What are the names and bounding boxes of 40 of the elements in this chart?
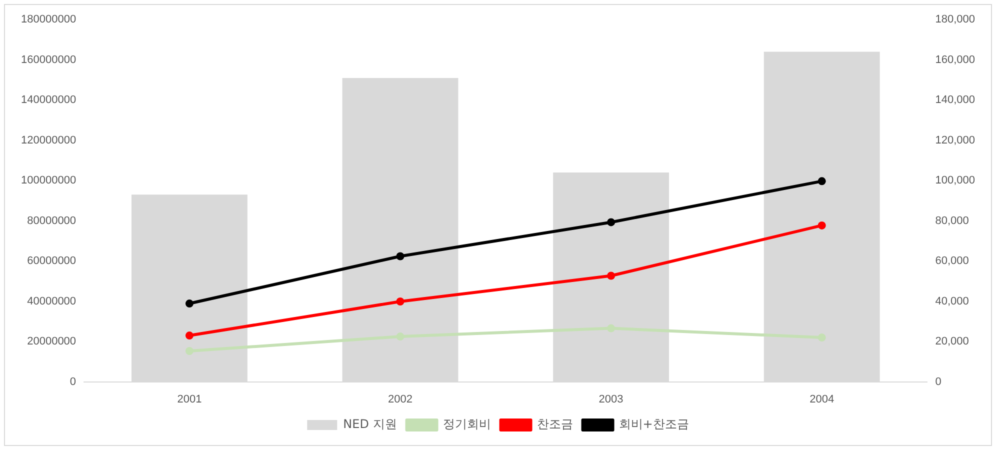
x-tick-label: 2002 <box>388 393 412 406</box>
x-tick-label: 2001 <box>177 393 202 406</box>
point <box>818 334 826 342</box>
y-tick-label: 100000000 <box>20 174 76 187</box>
y-tick-label: 40000000 <box>27 295 76 308</box>
legend-label: 회비+찬조금 <box>618 417 689 432</box>
point <box>818 221 826 230</box>
legend-label: 찬조금 <box>536 417 573 432</box>
point <box>396 332 404 341</box>
y-tick-label: 80000000 <box>27 214 76 227</box>
point <box>607 218 616 226</box>
y2-tick-label: 20,000 <box>935 336 969 348</box>
y2-tick-label: 40,000 <box>935 295 969 308</box>
y-tick-label: 60000000 <box>27 255 76 268</box>
point <box>185 332 194 340</box>
legend-label: NED 지원 <box>343 417 397 432</box>
point <box>607 272 616 280</box>
point <box>607 324 616 332</box>
point <box>396 298 404 306</box>
y2-tick-label: 0 <box>935 376 942 388</box>
point <box>818 177 826 186</box>
legend-label: 정기회비 <box>442 417 491 432</box>
y2-tick-label: 140,000 <box>935 94 976 106</box>
point <box>185 347 194 356</box>
y2-tick-label: 120,000 <box>935 134 976 146</box>
y-tick-label: 180000000 <box>20 14 76 26</box>
point <box>396 252 404 260</box>
y-tick-label: 120000000 <box>20 134 76 146</box>
y2-tick-label: 60,000 <box>935 255 969 268</box>
x-tick-label: 2003 <box>598 393 624 406</box>
y-tick-label: 20000000 <box>27 336 76 348</box>
y2-tick-label: 180,000 <box>935 14 976 26</box>
y-tick-label: 160000000 <box>20 54 76 66</box>
y-tick-label: 140000000 <box>20 94 76 106</box>
y2-tick-label: 160,000 <box>935 54 976 66</box>
x-tick-label: 2004 <box>810 393 834 406</box>
y2-tick-label: 80,000 <box>935 214 969 227</box>
y-tick-label: 0 <box>70 376 76 388</box>
y2-tick-label: 100,000 <box>935 174 976 187</box>
point <box>185 300 194 308</box>
